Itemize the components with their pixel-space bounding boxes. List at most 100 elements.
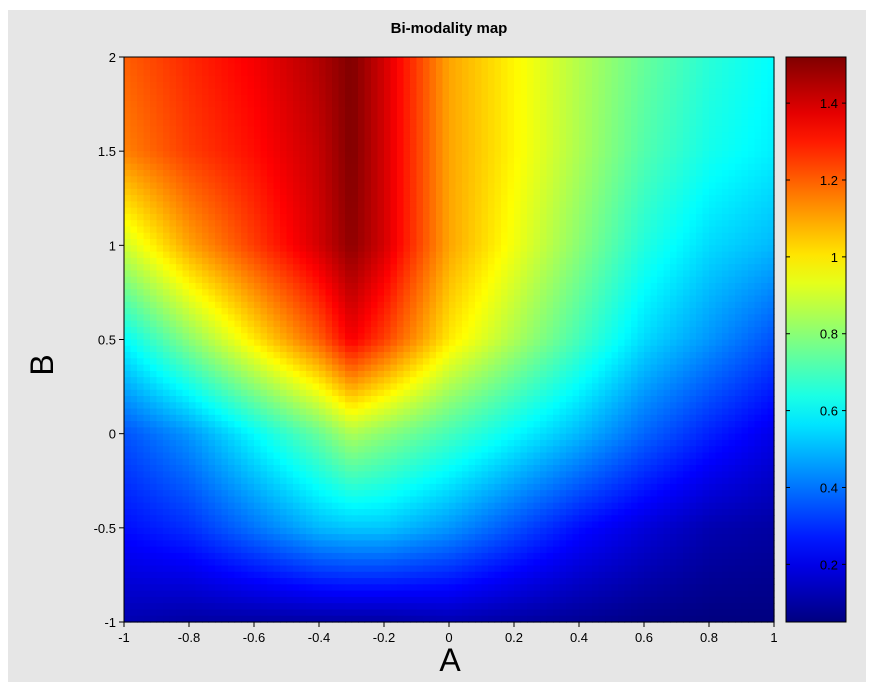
heatmap-cell xyxy=(527,213,535,221)
heatmap-cell xyxy=(306,88,314,96)
heatmap-cell xyxy=(215,320,223,328)
heatmap-cell xyxy=(683,157,691,165)
heatmap-cell xyxy=(176,75,184,83)
heatmap-cell xyxy=(663,119,671,127)
heatmap-cell xyxy=(351,188,359,196)
heatmap-cell xyxy=(423,326,431,334)
heatmap-cell xyxy=(605,188,613,196)
heatmap-cell xyxy=(234,182,242,190)
heatmap-cell xyxy=(715,207,723,215)
heatmap-cell xyxy=(663,232,671,240)
heatmap-cell xyxy=(241,138,249,146)
heatmap-cell xyxy=(234,339,242,347)
heatmap-cell xyxy=(611,176,619,184)
heatmap-cell xyxy=(319,352,327,359)
heatmap-cell xyxy=(332,283,340,290)
heatmap-cell xyxy=(754,57,762,64)
heatmap-cell xyxy=(709,63,717,71)
heatmap-cell xyxy=(293,270,301,278)
heatmap-cell xyxy=(306,176,314,184)
heatmap-cell xyxy=(579,301,587,309)
heatmap-cell xyxy=(150,75,158,83)
heatmap-cell xyxy=(494,358,502,366)
heatmap-cell xyxy=(247,182,255,190)
heatmap-cell xyxy=(585,283,593,290)
heatmap-cell xyxy=(527,232,535,240)
heatmap-cell xyxy=(481,352,489,359)
heatmap-cell xyxy=(709,358,717,366)
heatmap-cell xyxy=(124,364,132,372)
heatmap-cell xyxy=(143,201,151,209)
heatmap-cell xyxy=(377,308,385,315)
heatmap-cell xyxy=(475,151,483,159)
heatmap-cell xyxy=(566,220,574,228)
heatmap-cell xyxy=(462,333,470,341)
heatmap-cell xyxy=(670,270,678,278)
heatmap-cell xyxy=(332,245,340,253)
heatmap-cell xyxy=(371,283,379,290)
heatmap-cell xyxy=(553,94,561,102)
heatmap-cell xyxy=(475,257,483,265)
heatmap-cell xyxy=(735,358,743,366)
heatmap-cell xyxy=(748,326,756,334)
heatmap-cell xyxy=(475,358,483,366)
heatmap-cell xyxy=(748,245,756,253)
heatmap-cell xyxy=(215,245,223,253)
heatmap-cell xyxy=(449,107,457,115)
heatmap-cell xyxy=(455,326,463,334)
heatmap-cell xyxy=(377,339,385,347)
heatmap-cell xyxy=(637,276,645,284)
heatmap-cell xyxy=(618,126,626,133)
heatmap-cell xyxy=(696,75,704,83)
heatmap-cell xyxy=(741,170,749,177)
heatmap-cell xyxy=(501,364,509,372)
heatmap-cell xyxy=(663,251,671,259)
heatmap-cell xyxy=(754,144,762,152)
heatmap-cell xyxy=(728,326,736,334)
heatmap-cell xyxy=(319,94,327,102)
heatmap-cell xyxy=(312,226,320,234)
heatmap-cell xyxy=(390,295,398,303)
heatmap-cell xyxy=(436,220,444,228)
heatmap-cell xyxy=(644,276,652,284)
heatmap-cell xyxy=(436,163,444,171)
heatmap-cell xyxy=(598,176,606,184)
heatmap-cell xyxy=(156,232,164,240)
heatmap-cell xyxy=(449,170,457,177)
heatmap-cell xyxy=(449,301,457,309)
heatmap-cell xyxy=(208,264,216,272)
heatmap-cell xyxy=(449,213,457,221)
heatmap-cell xyxy=(384,220,392,228)
heatmap-cell xyxy=(650,69,658,77)
heatmap-cell xyxy=(761,157,769,165)
heatmap-cell xyxy=(449,75,457,83)
heatmap-cell xyxy=(455,176,463,184)
heatmap-cell xyxy=(670,264,678,272)
heatmap-cell xyxy=(195,201,203,209)
heatmap-cell xyxy=(390,364,398,372)
heatmap-cell xyxy=(715,345,723,353)
heatmap-cell xyxy=(475,182,483,190)
heatmap-cell xyxy=(423,163,431,171)
heatmap-cell xyxy=(572,364,580,372)
heatmap-cell xyxy=(598,151,606,159)
heatmap-cell xyxy=(553,88,561,96)
heatmap-cell xyxy=(754,239,762,246)
heatmap-cell xyxy=(429,301,437,309)
heatmap-cell xyxy=(618,213,626,221)
heatmap-cell xyxy=(169,63,177,71)
heatmap-cell xyxy=(618,251,626,259)
heatmap-cell xyxy=(624,113,632,121)
heatmap-cell xyxy=(715,364,723,372)
heatmap-cell xyxy=(585,195,593,202)
heatmap-cell xyxy=(598,207,606,215)
heatmap-cell xyxy=(293,264,301,272)
heatmap-cell xyxy=(332,113,340,121)
heatmap-cell xyxy=(410,163,418,171)
heatmap-cell xyxy=(436,326,444,334)
heatmap-cell xyxy=(501,195,509,202)
heatmap-cell xyxy=(247,283,255,290)
heatmap-cell xyxy=(540,157,548,165)
heatmap-cell xyxy=(267,75,275,83)
heatmap-cell xyxy=(735,257,743,265)
